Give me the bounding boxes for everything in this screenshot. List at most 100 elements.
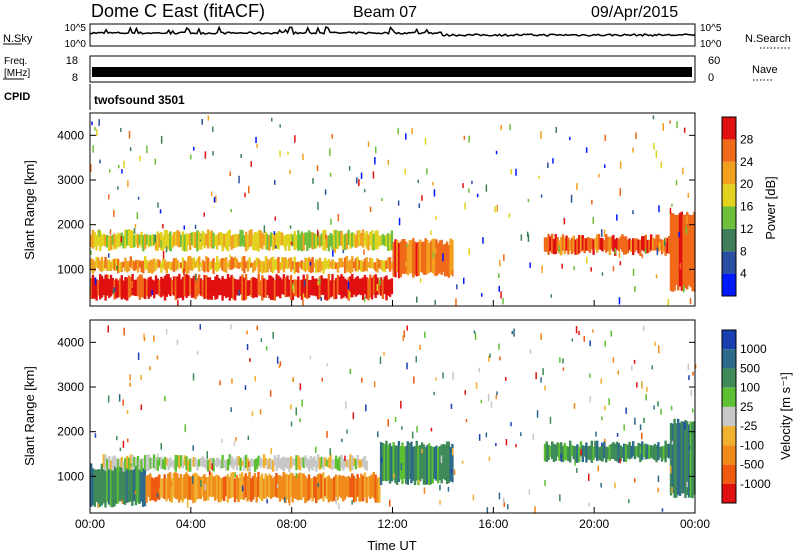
data-cell <box>125 465 129 503</box>
data-cell <box>234 279 237 301</box>
data-cell <box>93 469 96 507</box>
data-cell <box>219 232 222 246</box>
data-speckle <box>499 260 501 267</box>
data-cell <box>381 234 385 245</box>
data-speckle <box>634 478 636 483</box>
data-cell <box>365 257 368 272</box>
data-speckle <box>211 463 213 471</box>
data-cell <box>239 229 242 247</box>
data-cell <box>133 279 136 296</box>
data-speckle <box>108 253 110 258</box>
data-cell <box>118 233 122 248</box>
data-speckle <box>616 214 618 221</box>
data-cell <box>565 235 568 251</box>
data-speckle <box>688 375 690 381</box>
data-speckle <box>250 161 252 167</box>
data-speckle <box>254 376 256 382</box>
data-cell <box>331 259 334 269</box>
data-cell <box>190 459 194 466</box>
data-cell <box>363 472 367 498</box>
data-speckle <box>578 331 580 336</box>
data-speckle <box>411 431 414 439</box>
data-speckle <box>361 377 363 383</box>
data-cell <box>129 256 132 268</box>
data-speckle <box>474 332 477 340</box>
data-cell <box>320 456 323 468</box>
data-cell <box>619 236 622 250</box>
data-cell <box>212 458 215 472</box>
data-speckle <box>658 205 660 213</box>
data-cell <box>349 259 352 274</box>
data-cell <box>610 236 613 250</box>
data-speckle <box>320 297 322 301</box>
data-cell <box>632 441 635 457</box>
data-cell <box>340 454 343 468</box>
data-cell <box>126 260 129 273</box>
data-cell <box>623 443 626 462</box>
data-cell <box>250 262 253 268</box>
freq-trace <box>92 67 692 77</box>
data-cell <box>682 214 685 291</box>
data-cell <box>208 458 212 470</box>
data-cell <box>158 457 161 467</box>
data-cell <box>351 455 354 471</box>
data-cell <box>549 236 552 252</box>
data-cell <box>352 233 356 246</box>
data-cell <box>232 257 235 269</box>
data-cell <box>651 445 655 459</box>
range-tick-label: 3000 <box>57 380 84 394</box>
data-cell <box>154 477 157 502</box>
data-speckle <box>156 355 159 360</box>
data-cell <box>403 446 406 479</box>
data-speckle <box>591 199 593 205</box>
data-speckle <box>290 421 293 427</box>
data-cell <box>324 229 327 251</box>
data-cell <box>338 258 341 268</box>
data-cell <box>129 454 132 470</box>
data-speckle <box>664 238 666 247</box>
data-cell <box>558 443 561 461</box>
data-cell <box>360 278 363 296</box>
data-speckle <box>586 256 588 264</box>
data-cell <box>320 233 323 246</box>
data-speckle <box>597 465 600 472</box>
data-speckle <box>140 374 142 380</box>
data-cell <box>167 233 170 250</box>
data-cell <box>167 273 170 295</box>
data-cell <box>120 463 123 502</box>
data-speckle <box>121 499 123 504</box>
data-speckle <box>671 487 673 494</box>
data-speckle <box>367 141 370 147</box>
data-speckle <box>229 171 231 177</box>
data-cell <box>689 421 692 498</box>
data-speckle <box>137 352 140 360</box>
data-cell <box>297 261 300 273</box>
data-cell <box>116 468 120 504</box>
data-cell <box>246 476 249 502</box>
data-cell <box>315 460 318 472</box>
data-speckle <box>536 410 539 418</box>
data-cell <box>117 232 120 247</box>
data-cell <box>221 258 224 271</box>
data-speckle <box>212 151 214 156</box>
data-cell <box>257 273 260 295</box>
data-speckle <box>315 446 317 453</box>
data-speckle <box>485 432 488 438</box>
data-speckle <box>363 189 366 193</box>
data-speckle <box>455 298 457 306</box>
data-speckle <box>248 185 250 194</box>
data-speckle <box>421 195 423 201</box>
nsky-label: N.Sky <box>3 33 33 45</box>
data-cell <box>387 257 390 269</box>
data-cell <box>437 447 440 484</box>
data-cell <box>154 234 158 251</box>
data-speckle <box>335 496 337 505</box>
data-cell <box>306 478 309 502</box>
data-speckle <box>643 417 645 424</box>
data-speckle <box>94 277 97 285</box>
data-cell <box>180 455 183 467</box>
data-speckle <box>229 254 231 258</box>
data-speckle <box>238 289 240 296</box>
data-speckle <box>143 333 145 340</box>
